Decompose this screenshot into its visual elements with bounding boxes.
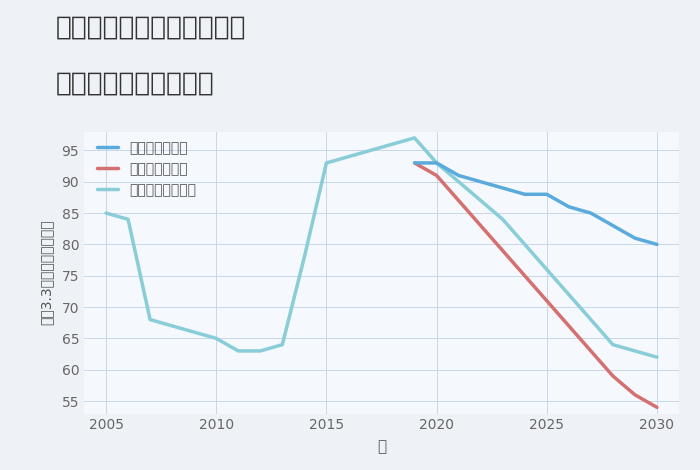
グッドシナリオ (410, 160, 419, 166)
バッドシナリオ (454, 198, 463, 204)
バッドシナリオ (609, 373, 617, 379)
グッドシナリオ (498, 185, 507, 191)
グッドシナリオ (609, 223, 617, 228)
Text: 中古戸建ての価格推移: 中古戸建ての価格推移 (56, 70, 215, 96)
グッドシナリオ (454, 172, 463, 178)
ノーマルシナリオ (565, 292, 573, 298)
バッドシナリオ (477, 223, 485, 228)
ノーマルシナリオ (433, 160, 441, 166)
グッドシナリオ (433, 160, 441, 166)
Line: ノーマルシナリオ: ノーマルシナリオ (106, 138, 657, 357)
ノーマルシナリオ (344, 154, 353, 159)
ノーマルシナリオ (609, 342, 617, 347)
ノーマルシナリオ (212, 336, 220, 341)
グッドシナリオ (653, 242, 662, 247)
ノーマルシナリオ (366, 148, 375, 153)
ノーマルシナリオ (454, 179, 463, 185)
ノーマルシナリオ (521, 242, 529, 247)
ノーマルシナリオ (146, 317, 154, 322)
X-axis label: 年: 年 (377, 439, 386, 454)
ノーマルシナリオ (653, 354, 662, 360)
Text: 福岡県糸島市志摩小富士の: 福岡県糸島市志摩小富士の (56, 14, 246, 40)
ノーマルシナリオ (410, 135, 419, 141)
ノーマルシナリオ (498, 217, 507, 222)
グッドシナリオ (631, 235, 639, 241)
ノーマルシナリオ (190, 329, 198, 335)
ノーマルシナリオ (542, 266, 551, 272)
ノーマルシナリオ (102, 210, 110, 216)
グッドシナリオ (477, 179, 485, 185)
グッドシナリオ (521, 191, 529, 197)
グッドシナリオ (542, 191, 551, 197)
バッドシナリオ (521, 273, 529, 279)
ノーマルシナリオ (256, 348, 265, 354)
ノーマルシナリオ (168, 323, 176, 329)
バッドシナリオ (433, 172, 441, 178)
バッドシナリオ (498, 248, 507, 253)
Line: バッドシナリオ: バッドシナリオ (414, 163, 657, 407)
Y-axis label: 坪（3.3㎡）単価（万円）: 坪（3.3㎡）単価（万円） (39, 220, 53, 325)
バッドシナリオ (410, 160, 419, 166)
グッドシナリオ (587, 210, 595, 216)
ノーマルシナリオ (389, 141, 397, 147)
ノーマルシナリオ (322, 160, 330, 166)
ノーマルシナリオ (300, 254, 309, 260)
バッドシナリオ (631, 392, 639, 398)
グッドシナリオ (565, 204, 573, 210)
ノーマルシナリオ (124, 217, 132, 222)
Line: グッドシナリオ: グッドシナリオ (414, 163, 657, 244)
バッドシナリオ (542, 298, 551, 304)
ノーマルシナリオ (631, 348, 639, 354)
ノーマルシナリオ (234, 348, 242, 354)
バッドシナリオ (565, 323, 573, 329)
バッドシナリオ (653, 405, 662, 410)
ノーマルシナリオ (278, 342, 286, 347)
ノーマルシナリオ (477, 198, 485, 204)
Legend: グッドシナリオ, バッドシナリオ, ノーマルシナリオ: グッドシナリオ, バッドシナリオ, ノーマルシナリオ (97, 141, 196, 197)
バッドシナリオ (587, 348, 595, 354)
ノーマルシナリオ (587, 317, 595, 322)
